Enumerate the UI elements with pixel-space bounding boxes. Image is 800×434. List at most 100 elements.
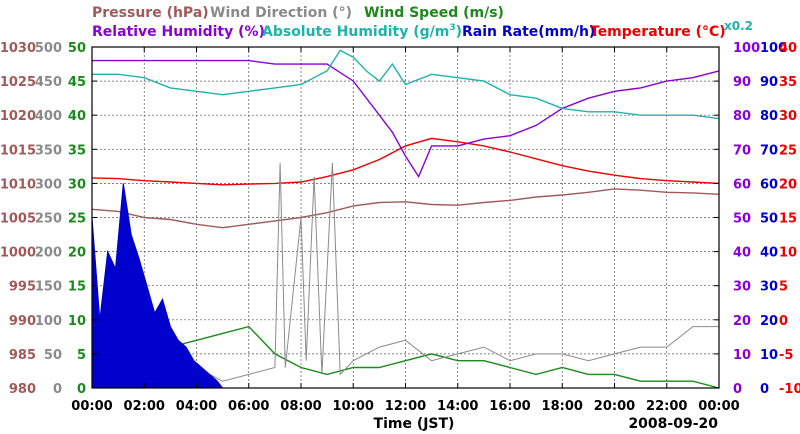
legend-relative-humidity: Relative Humidity (%)	[92, 24, 265, 40]
plot-area	[91, 47, 720, 389]
wind-direction-tick-label: 200	[35, 246, 62, 261]
rain-rate-tick-label: 50	[760, 212, 778, 227]
legend-absolute-humidity-text: Absolute Humidity (g/m	[262, 24, 449, 40]
pressure-tick-label: 1005	[0, 212, 36, 227]
x-tick-label: 00:00	[698, 399, 739, 414]
pressure-tick-label: 1015	[0, 143, 36, 158]
legend-pressure: Pressure (hPa)	[92, 5, 209, 21]
rain-rate-tick-label: 30	[760, 280, 778, 295]
temperature-tick-label: 20	[779, 177, 797, 192]
legend-absolute-humidity: Absolute Humidity (g/m3)	[262, 23, 462, 40]
x-tick-label: 10:00	[333, 399, 374, 414]
pressure-tick-label: 1025	[0, 75, 36, 90]
wind-speed-tick-label: 50	[68, 41, 86, 56]
wind-speed-tick-label: 30	[68, 177, 86, 192]
series-temperature-c	[91, 137, 720, 186]
x-tick-label: 04:00	[176, 399, 217, 414]
rain-rate-tick-label: 0	[760, 382, 769, 397]
x-tick-label: 00:00	[71, 399, 112, 414]
temperature-tick-label: 0	[779, 314, 788, 329]
wind-speed-tick-label: 25	[68, 212, 86, 227]
x-tick-label: 06:00	[228, 399, 269, 414]
x-tick-label: 22:00	[646, 399, 687, 414]
temperature-tick-label: 40	[779, 41, 797, 56]
rain-rate-tick-label: 60	[760, 177, 778, 192]
temperature-tick-label: 10	[779, 246, 797, 261]
rain-rate-tick-label: 70	[760, 143, 778, 158]
wind-speed-tick-label: 10	[68, 314, 86, 329]
wind-speed-tick-label: 45	[68, 75, 86, 90]
rain-rate-tick-label: 100	[760, 41, 787, 56]
series-wind-speed-m-s	[91, 325, 720, 389]
temperature-tick-label: 5	[779, 280, 788, 295]
temperature-tick-label: 30	[779, 109, 797, 124]
rain-rate-tick-label: 10	[760, 348, 778, 363]
legend-absolute-humidity-tail: )	[456, 24, 462, 40]
wind-direction-tick-label: 100	[35, 314, 62, 329]
date-label: 2008-09-20	[628, 416, 718, 432]
rain-rate-tick-label: 90	[760, 75, 778, 90]
series-wind-direction	[91, 162, 719, 382]
humidity-tick-label: 10	[733, 348, 751, 363]
wind-direction-tick-label: 450	[35, 75, 62, 90]
rain-rate-tick-label: 20	[760, 314, 778, 329]
x-tick-label: 02:00	[124, 399, 165, 414]
humidity-tick-label: 20	[733, 314, 751, 329]
wind-direction-tick-label: 500	[35, 41, 62, 56]
pressure-tick-label: 995	[9, 280, 36, 295]
series-rain-rate-mm-h	[91, 183, 719, 389]
humidity-tick-label: 70	[733, 143, 751, 158]
abs-humidity-scale: x0.2	[724, 19, 753, 33]
temperature-tick-label: 15	[779, 212, 797, 227]
humidity-tick-label: 30	[733, 280, 751, 295]
temperature-tick-label: -5	[779, 348, 793, 363]
axes-layer: 1030102510201015101010051000995990985980…	[0, 41, 800, 414]
temperature-tick-label: -10	[779, 382, 800, 397]
x-tick-label: 14:00	[437, 399, 478, 414]
wind-speed-tick-label: 5	[77, 348, 86, 363]
wind-speed-tick-label: 15	[68, 280, 86, 295]
wind-direction-tick-label: 150	[35, 280, 62, 295]
x-tick-label: 08:00	[280, 399, 321, 414]
wind-speed-tick-label: 0	[77, 382, 86, 397]
humidity-tick-label: 80	[733, 109, 751, 124]
legend-wind-direction: Wind Direction (°)	[210, 5, 352, 21]
humidity-tick-label: 60	[733, 177, 751, 192]
humidity-tick-label: 90	[733, 75, 751, 90]
temperature-tick-label: 25	[779, 143, 797, 158]
series-absolute-humidity-g-m3	[92, 49, 720, 120]
legend-absolute-humidity-sup: 3	[449, 23, 455, 33]
series-pressure-hpa	[91, 188, 720, 229]
wind-speed-tick-label: 20	[68, 246, 86, 261]
pressure-tick-label: 1010	[0, 177, 36, 192]
pressure-tick-label: 980	[9, 382, 36, 397]
legend-temperature: Temperature (°C)	[590, 24, 726, 40]
wind-direction-tick-label: 350	[35, 143, 62, 158]
legend-wind-speed: Wind Speed (m/s)	[364, 5, 504, 21]
x-tick-label: 12:00	[385, 399, 426, 414]
x-tick-label: 18:00	[542, 399, 583, 414]
humidity-tick-label: 40	[733, 246, 751, 261]
legend-rain-rate: Rain Rate(mm/h)	[462, 24, 595, 40]
pressure-tick-label: 1020	[0, 109, 36, 124]
rain-rate-tick-label: 40	[760, 246, 778, 261]
x-tick-label: 20:00	[594, 399, 635, 414]
x-tick-label: 16:00	[489, 399, 530, 414]
series-relative-humidity	[92, 59, 720, 179]
x-axis-label: Time (JST)	[374, 416, 455, 432]
wind-direction-tick-label: 300	[35, 177, 62, 192]
wind-direction-tick-label: 0	[53, 382, 62, 397]
wind-speed-tick-label: 35	[68, 143, 86, 158]
wind-direction-tick-label: 50	[44, 348, 62, 363]
pressure-tick-label: 1000	[0, 246, 36, 261]
humidity-tick-label: 0	[733, 382, 742, 397]
temperature-tick-label: 35	[779, 75, 797, 90]
rain-rate-tick-label: 80	[760, 109, 778, 124]
pressure-tick-label: 985	[9, 348, 36, 363]
humidity-tick-label: 50	[733, 212, 751, 227]
pressure-tick-label: 1030	[0, 41, 36, 56]
humidity-tick-label: 100	[733, 41, 760, 56]
wind-direction-tick-label: 400	[35, 109, 62, 124]
wind-speed-tick-label: 40	[68, 109, 86, 124]
